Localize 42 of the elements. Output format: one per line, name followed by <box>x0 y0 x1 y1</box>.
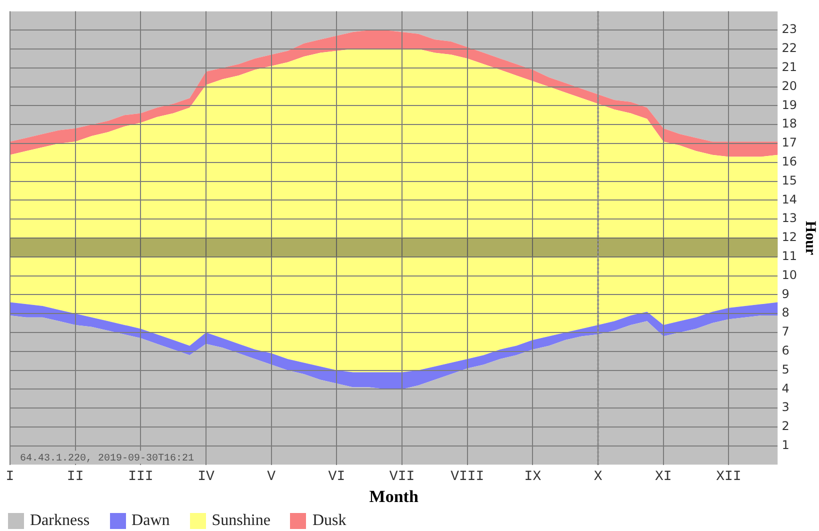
y-tick-label: 8 <box>782 306 790 320</box>
x-tick-label: IX <box>524 468 542 485</box>
y-tick-label: 7 <box>782 324 790 339</box>
y-tick-label: 20 <box>782 78 798 93</box>
y-tick-label: 19 <box>782 98 798 112</box>
legend-label: Dusk <box>312 512 346 529</box>
y-tick-label: 14 <box>782 192 798 206</box>
legend-label: Dawn <box>132 512 170 529</box>
y-tick-label: 23 <box>782 22 798 36</box>
x-tick-label: III <box>128 468 154 485</box>
y-tick-label: 21 <box>782 60 798 74</box>
y-axis-title: Hour <box>802 220 818 256</box>
x-axis-title: Month <box>369 487 419 506</box>
legend-label: Sunshine <box>212 512 270 529</box>
y-tick-label: 22 <box>782 41 798 56</box>
x-tick-label: VI <box>328 468 346 485</box>
annotation: 64.43.1.220, 2019-09-30T16:21 <box>20 453 194 464</box>
y-tick-label: 12 <box>782 230 798 244</box>
y-tick-label: 6 <box>782 344 790 358</box>
y-tick-label: 1 <box>782 438 790 452</box>
x-tick-label: X <box>594 468 603 485</box>
x-tick-label: I <box>6 468 14 485</box>
y-tick-label: 17 <box>782 136 798 150</box>
y-tick-label: 15 <box>782 173 798 188</box>
x-tick-label: VII <box>389 468 415 485</box>
y-tick-label: 10 <box>782 268 798 282</box>
x-tick-label: XI <box>654 468 672 485</box>
y-tick-label: 3 <box>782 400 790 414</box>
x-tick-label: V <box>267 468 276 485</box>
y-tick-label: 9 <box>782 286 790 301</box>
y-tick-label: 2 <box>782 419 790 434</box>
y-tick-label: 4 <box>782 381 790 396</box>
x-tick-label: VIII <box>450 468 484 485</box>
x-tick-label: XII <box>716 468 742 485</box>
y-tick-label: 5 <box>782 362 790 376</box>
y-tick-label: 11 <box>782 249 798 264</box>
x-tick-label: II <box>66 468 84 485</box>
y-tick-label: 13 <box>782 211 798 226</box>
y-tick-label: 16 <box>782 154 798 169</box>
legend-label: Darkness <box>30 512 90 529</box>
y-tick-label: 18 <box>782 116 798 131</box>
x-tick-label: IV <box>198 468 216 485</box>
